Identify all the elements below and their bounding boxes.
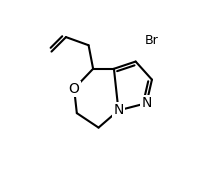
Text: O: O <box>69 82 80 96</box>
Text: Br: Br <box>145 34 158 47</box>
Text: N: N <box>141 96 152 110</box>
Text: N: N <box>113 103 124 117</box>
